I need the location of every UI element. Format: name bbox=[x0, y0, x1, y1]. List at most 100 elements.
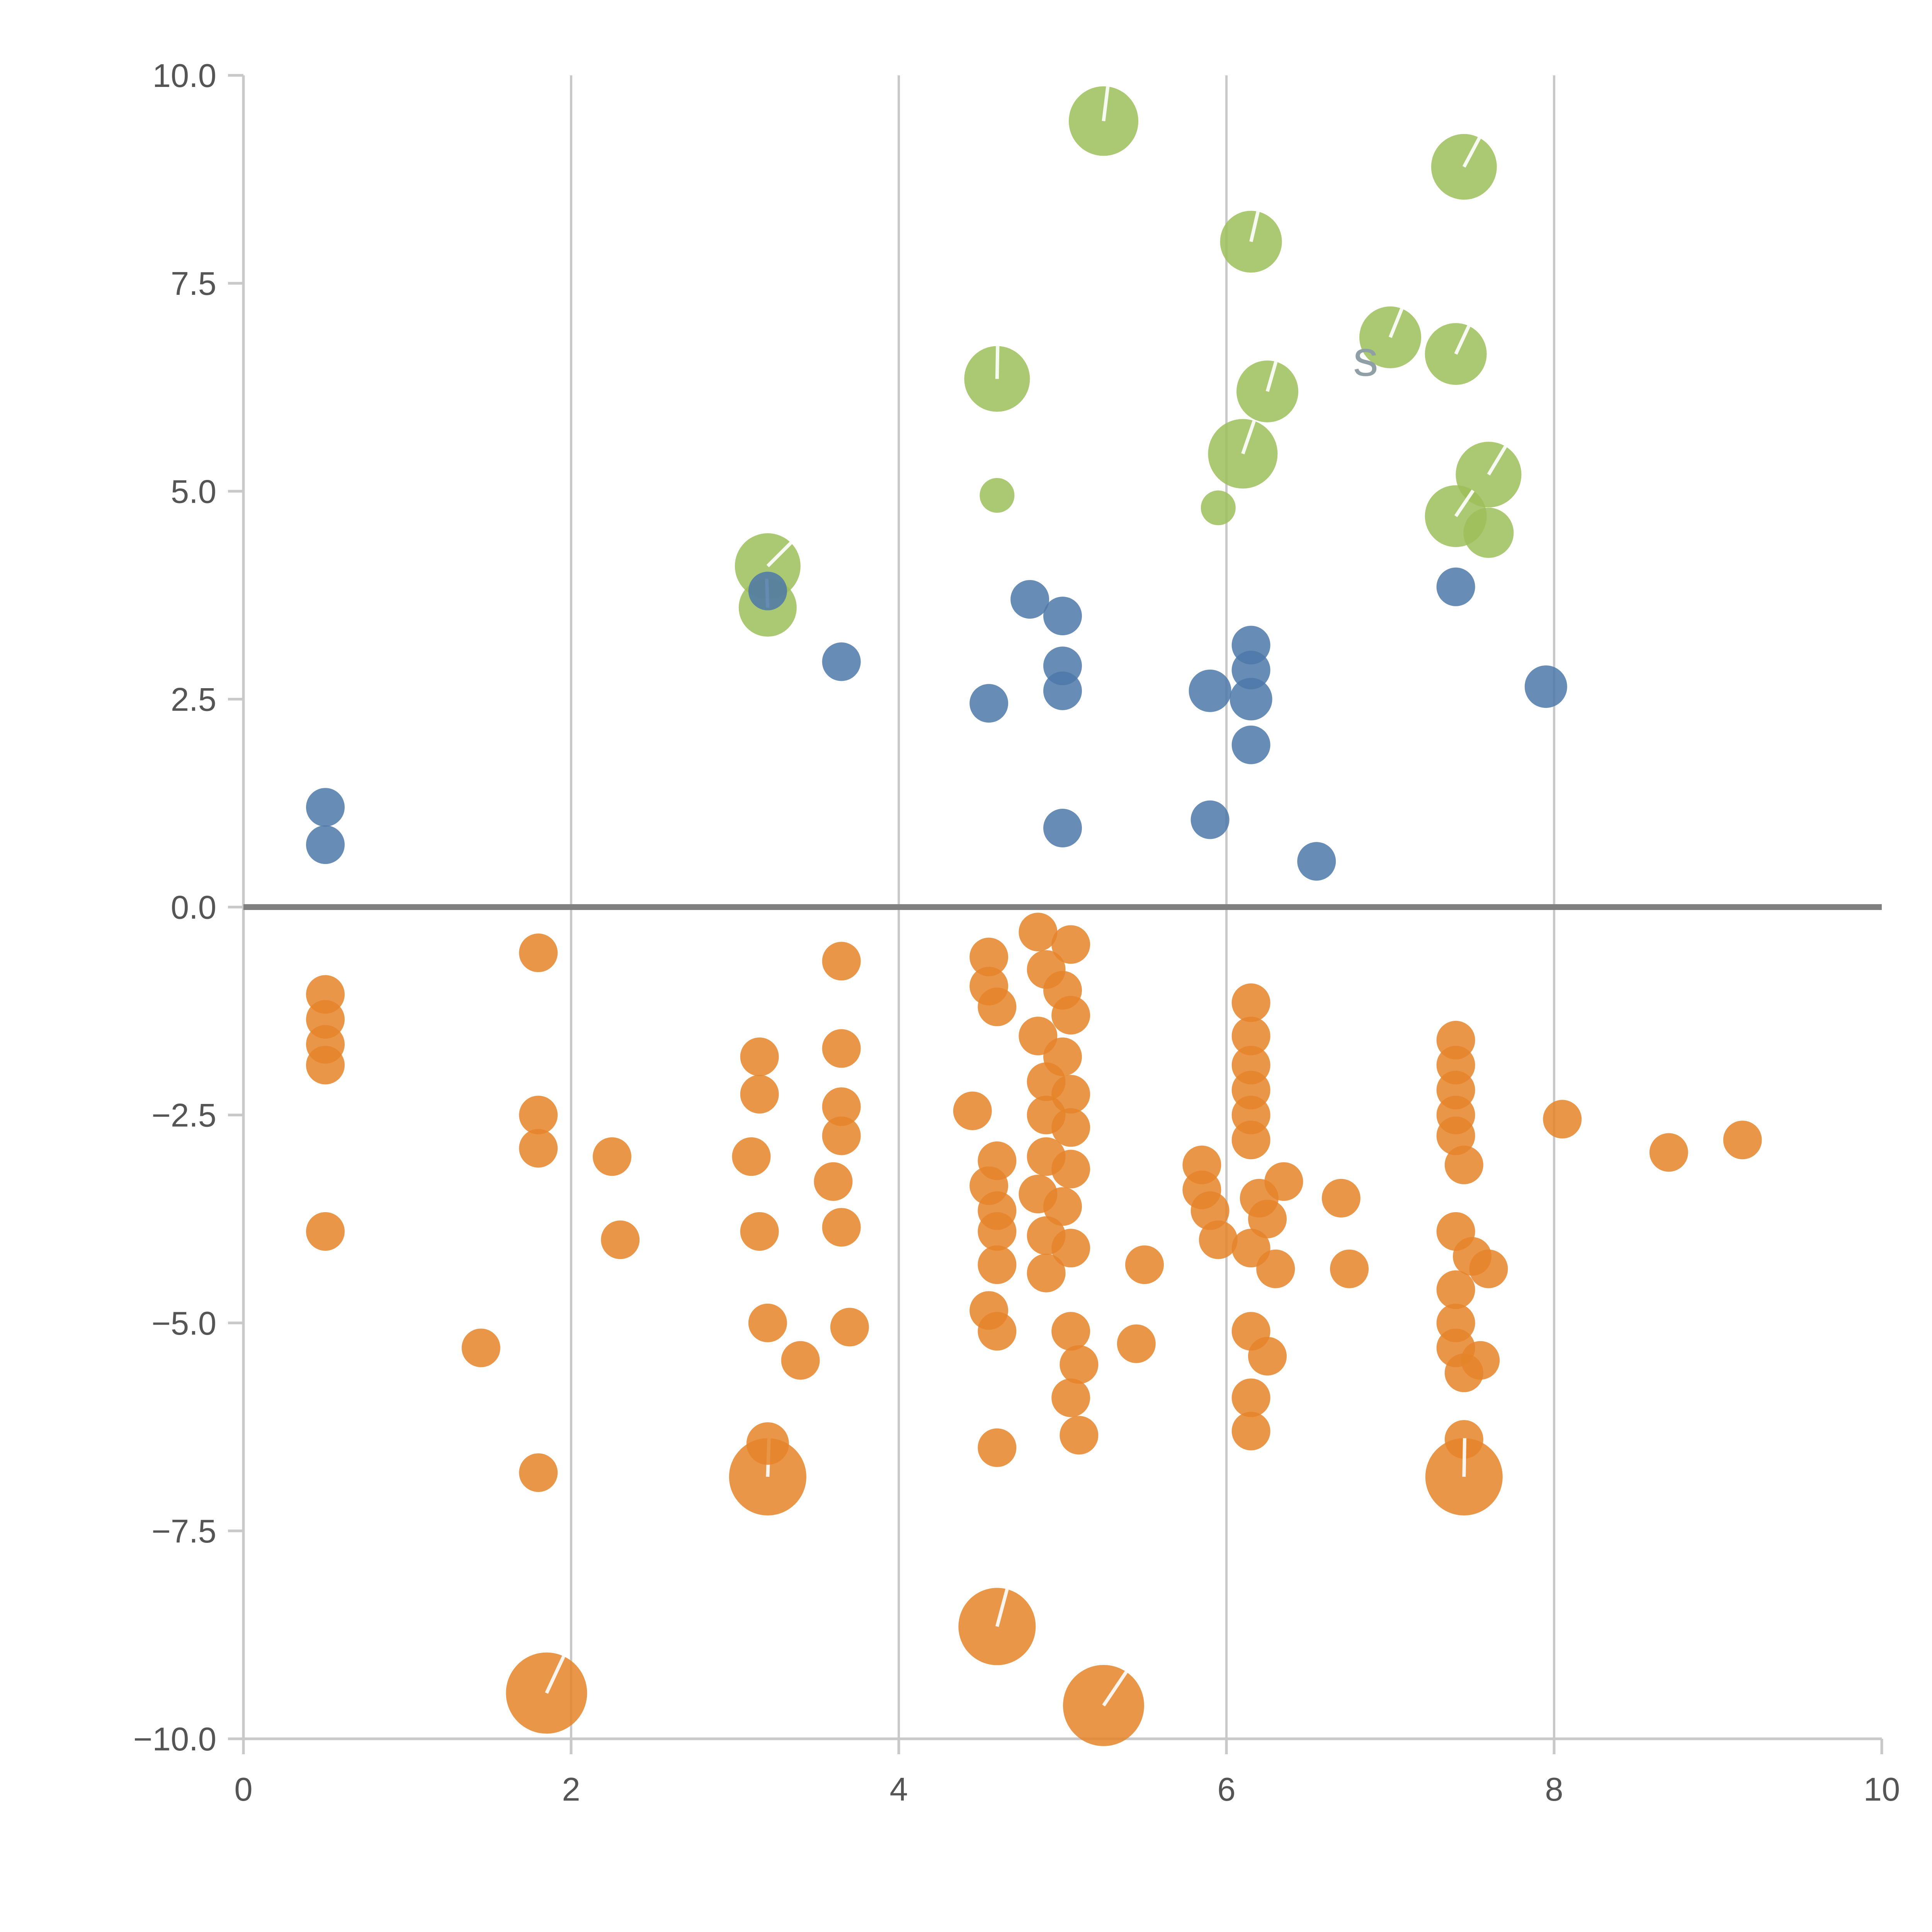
x-axis-tick-label: 10 bbox=[1864, 1771, 1900, 1808]
x-axis-tick-label: 8 bbox=[1545, 1771, 1563, 1808]
data-point-orange bbox=[1649, 1133, 1688, 1172]
data-point-orange bbox=[1051, 1378, 1090, 1417]
bubble-radial-tick bbox=[1249, 211, 1260, 242]
data-point-orange bbox=[1060, 1345, 1099, 1384]
data-point-orange bbox=[1117, 1324, 1156, 1363]
data-point-orange bbox=[740, 1212, 779, 1251]
y-axis-tick-label: −5.0 bbox=[151, 1305, 216, 1342]
data-point-orange bbox=[1051, 996, 1090, 1035]
data-point-orange bbox=[1256, 1249, 1295, 1288]
data-point-blue bbox=[1043, 671, 1082, 710]
data-point-orange bbox=[1321, 1179, 1361, 1218]
bubble-radial-tick bbox=[1102, 86, 1110, 121]
data-point-orange bbox=[1019, 913, 1058, 952]
data-point-orange bbox=[519, 1129, 558, 1168]
data-point-orange bbox=[1051, 1229, 1090, 1268]
data-point-orange bbox=[1125, 1245, 1164, 1284]
data-point-orange bbox=[306, 1046, 345, 1085]
data-point-blue bbox=[822, 642, 861, 681]
data-point-orange bbox=[814, 1162, 853, 1201]
bubble-radial-tick bbox=[766, 541, 793, 568]
data-point-blue bbox=[1231, 651, 1270, 690]
data-point-blue bbox=[306, 788, 345, 827]
data-point-orange bbox=[781, 1341, 820, 1380]
data-point-green bbox=[1463, 507, 1514, 558]
data-point-orange bbox=[1063, 1665, 1144, 1746]
data-point-blue bbox=[1043, 809, 1082, 848]
x-axis-tick-label: 2 bbox=[562, 1771, 580, 1808]
data-point-orange bbox=[1051, 1150, 1090, 1189]
data-point-orange bbox=[978, 987, 1017, 1026]
data-point-orange bbox=[519, 1453, 558, 1492]
data-point-orange bbox=[306, 1212, 345, 1251]
data-point-orange bbox=[1043, 1187, 1082, 1226]
data-point-orange bbox=[1461, 1341, 1500, 1380]
data-point-orange bbox=[953, 1091, 992, 1130]
data-point-orange bbox=[1444, 1145, 1483, 1184]
chart-annotation: s bbox=[1353, 330, 1378, 386]
bubble-radial-tick bbox=[1388, 308, 1404, 338]
data-point-orange bbox=[1248, 1199, 1287, 1238]
bubble-radial-tick bbox=[1462, 1438, 1467, 1477]
data-point-orange bbox=[1543, 1100, 1582, 1139]
data-point-orange bbox=[1051, 1312, 1090, 1351]
data-point-blue bbox=[1230, 678, 1272, 721]
bubble-radial-tick bbox=[545, 1655, 565, 1694]
data-point-orange bbox=[1199, 1220, 1238, 1259]
y-axis-tick-label: 10.0 bbox=[153, 58, 216, 94]
data-point-orange bbox=[1469, 1249, 1508, 1288]
x-axis-tick-label: 6 bbox=[1217, 1771, 1235, 1808]
data-point-orange bbox=[969, 937, 1009, 976]
data-point-green bbox=[964, 346, 1030, 412]
data-point-orange bbox=[1027, 1253, 1066, 1293]
data-point-orange bbox=[740, 1037, 779, 1076]
data-point-orange bbox=[822, 1029, 861, 1068]
data-point-green bbox=[980, 478, 1015, 513]
bubble-radial-tick bbox=[1454, 325, 1471, 355]
bubble-radial-tick bbox=[1454, 489, 1475, 517]
y-axis-tick-label: −10.0 bbox=[133, 1721, 216, 1758]
data-point-blue bbox=[1436, 567, 1475, 606]
data-point-orange bbox=[732, 1137, 771, 1176]
data-point-orange bbox=[1264, 1162, 1303, 1201]
data-point-orange bbox=[1436, 1116, 1475, 1155]
data-point-orange bbox=[978, 1212, 1017, 1251]
data-point-orange bbox=[1231, 983, 1270, 1022]
bubble-radial-tick bbox=[1462, 137, 1481, 168]
data-point-orange bbox=[1060, 1416, 1099, 1455]
y-axis-tick-label: −7.5 bbox=[151, 1513, 216, 1550]
data-point-orange bbox=[1231, 1378, 1270, 1417]
data-point-blue bbox=[969, 684, 1009, 723]
data-point-blue bbox=[1189, 669, 1231, 712]
data-point-orange bbox=[1436, 1270, 1475, 1309]
data-point-orange bbox=[1051, 1108, 1090, 1147]
data-point-blue bbox=[1190, 800, 1230, 839]
data-point-orange bbox=[822, 1208, 861, 1247]
data-point-orange bbox=[519, 1095, 558, 1134]
data-point-green bbox=[1201, 490, 1236, 526]
y-axis-tick-label: −2.5 bbox=[151, 1097, 216, 1134]
data-point-blue bbox=[1010, 580, 1049, 619]
bubble-radial-tick bbox=[995, 1588, 1009, 1627]
data-point-blue bbox=[1043, 597, 1082, 636]
data-point-orange bbox=[1231, 1017, 1270, 1056]
data-point-orange bbox=[1723, 1121, 1762, 1160]
y-axis-tick-label: 2.5 bbox=[171, 681, 216, 718]
bubble-radial-tick bbox=[1487, 446, 1507, 476]
data-point-orange bbox=[1051, 925, 1090, 964]
data-point-blue bbox=[1524, 665, 1567, 708]
data-point-orange bbox=[822, 1087, 861, 1126]
data-point-orange bbox=[1231, 1121, 1270, 1160]
data-point-orange bbox=[978, 1245, 1017, 1284]
y-axis-tick-label: 7.5 bbox=[171, 265, 216, 302]
data-point-orange bbox=[746, 1422, 789, 1465]
y-axis-tick-label: 0.0 bbox=[171, 889, 216, 926]
data-point-orange bbox=[822, 1116, 861, 1155]
data-point-orange bbox=[830, 1308, 869, 1347]
data-point-orange bbox=[601, 1220, 640, 1259]
data-point-blue bbox=[1297, 842, 1336, 881]
data-point-orange bbox=[593, 1137, 631, 1176]
bubble-radial-tick bbox=[1102, 1671, 1128, 1707]
data-point-orange bbox=[1248, 1337, 1287, 1376]
